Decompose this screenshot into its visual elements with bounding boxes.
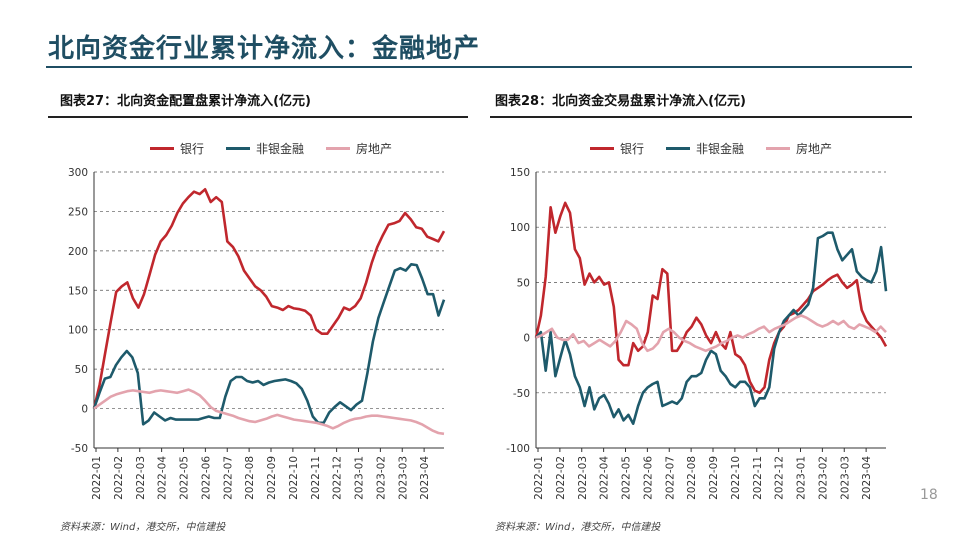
y-tick-label: 250 [68, 206, 88, 218]
x-tick-label: 2022-03 [135, 456, 147, 500]
x-tick-label: 2023-04 [861, 456, 873, 500]
x-tick-label: 2022-07 [222, 456, 234, 500]
x-tick-label: 2022-11 [310, 456, 322, 500]
x-tick-label: 2023-03 [839, 456, 851, 500]
legend-swatch-nonbank [666, 147, 691, 150]
x-tick-label: 2022-10 [288, 456, 300, 500]
x-tick-label: 2022-03 [577, 456, 589, 500]
y-tick-label: 150 [68, 285, 88, 297]
y-tick-label: 100 [510, 222, 530, 234]
x-tick-label: 2022-01 [91, 456, 103, 500]
y-tick-label: -100 [506, 443, 530, 455]
y-tick-label: -50 [71, 443, 88, 455]
y-tick-label: 0 [81, 404, 88, 416]
y-tick-label: 50 [75, 364, 88, 376]
nonbank-line [535, 231, 888, 426]
y-tick-label: 100 [68, 325, 88, 337]
legend-item-bank: 银行 [590, 140, 644, 157]
legend-swatch-nonbank [226, 147, 251, 150]
legend-swatch-realestate [766, 147, 791, 150]
right-source-note: 资料来源：Wind，港交所，中信建投 [495, 522, 661, 533]
nonbank-line [92, 263, 446, 426]
legend-label-nonbank: 非银金融 [256, 142, 305, 156]
y-tick-label: 200 [68, 246, 88, 258]
left-chart-heading: 图表27：北向资金配置盘累计净流入(亿元) [60, 94, 311, 109]
x-tick-label: 2022-12 [774, 456, 786, 500]
right-chart-heading: 图表28：北向资金交易盘累计净流入(亿元) [495, 94, 746, 109]
x-tick-label: 2022-11 [752, 456, 764, 500]
legend-item-realestate: 房地产 [326, 140, 392, 157]
y-tick-label: -50 [513, 388, 530, 400]
x-tick-label: 2023-02 [375, 456, 387, 500]
realestate-line [93, 388, 445, 436]
x-tick-label: 2023-03 [397, 456, 409, 500]
y-tick-label: 300 [68, 167, 88, 179]
y-tick-label: 50 [517, 277, 530, 289]
legend-item-nonbank: 非银金融 [226, 140, 304, 157]
legend-label-realestate: 房地产 [796, 142, 833, 156]
legend-label-nonbank: 非银金融 [696, 142, 745, 156]
x-tick-label: 2023-04 [419, 456, 431, 500]
right-legend: 银行 非银金融 房地产 [590, 140, 832, 157]
x-tick-label: 2022-05 [621, 456, 633, 500]
x-tick-label: 2023-02 [817, 456, 829, 500]
bank-line [534, 201, 888, 395]
legend-label-realestate: 房地产 [356, 142, 393, 156]
x-tick-label: 2022-04 [599, 456, 611, 500]
x-tick-label: 2022-08 [244, 456, 256, 500]
legend-swatch-bank [590, 147, 614, 150]
bank-line [92, 187, 446, 409]
legend-item-nonbank: 非银金融 [666, 140, 744, 157]
legend-item-bank: 银行 [150, 140, 204, 157]
y-tick-label: 150 [510, 167, 530, 179]
x-tick-label: 2022-04 [157, 456, 169, 500]
legend-item-realestate: 房地产 [766, 140, 832, 157]
x-tick-label: 2022-10 [730, 456, 742, 500]
x-tick-label: 2023-01 [796, 456, 808, 500]
x-tick-label: 2022-02 [113, 456, 125, 500]
page-title: 北向资金行业累计净流入：金融地产 [48, 34, 481, 64]
page-number: 18 [920, 487, 938, 503]
x-tick-label: 2022-09 [708, 456, 720, 500]
left-legend: 银行 非银金融 房地产 [150, 140, 392, 157]
x-tick-label: 2022-06 [200, 456, 212, 500]
x-tick-label: 2022-02 [555, 456, 567, 500]
title-divider [46, 66, 912, 68]
realestate-line [535, 314, 887, 353]
x-tick-label: 2022-07 [664, 456, 676, 500]
x-tick-label: 2022-12 [332, 456, 344, 500]
right-line-chart: -100 -50 0 50 100 150 2022-01 2022-02 2022-03 202… [506, 167, 888, 500]
legend-swatch-bank [150, 147, 174, 150]
y-tick-label: 0 [523, 333, 530, 345]
x-tick-label: 2022-06 [642, 456, 654, 500]
x-tick-label: 2022-09 [266, 456, 278, 500]
x-tick-label: 2022-05 [179, 456, 191, 500]
x-tick-label: 2023-01 [354, 456, 366, 500]
x-tick-label: 2022-01 [533, 456, 545, 500]
left-source-note: 资料来源：Wind，港交所，中信建投 [60, 522, 226, 533]
left-heading-rule [48, 116, 468, 118]
x-tick-label: 2022-08 [686, 456, 698, 500]
legend-label-bank: 银行 [620, 142, 645, 156]
legend-label-bank: 银行 [180, 142, 205, 156]
right-heading-rule [490, 116, 912, 118]
left-line-chart: -50 0 50 100 150 200 250 300 2022-01 2022-02 2022-… [68, 167, 446, 500]
legend-swatch-realestate [326, 147, 351, 150]
